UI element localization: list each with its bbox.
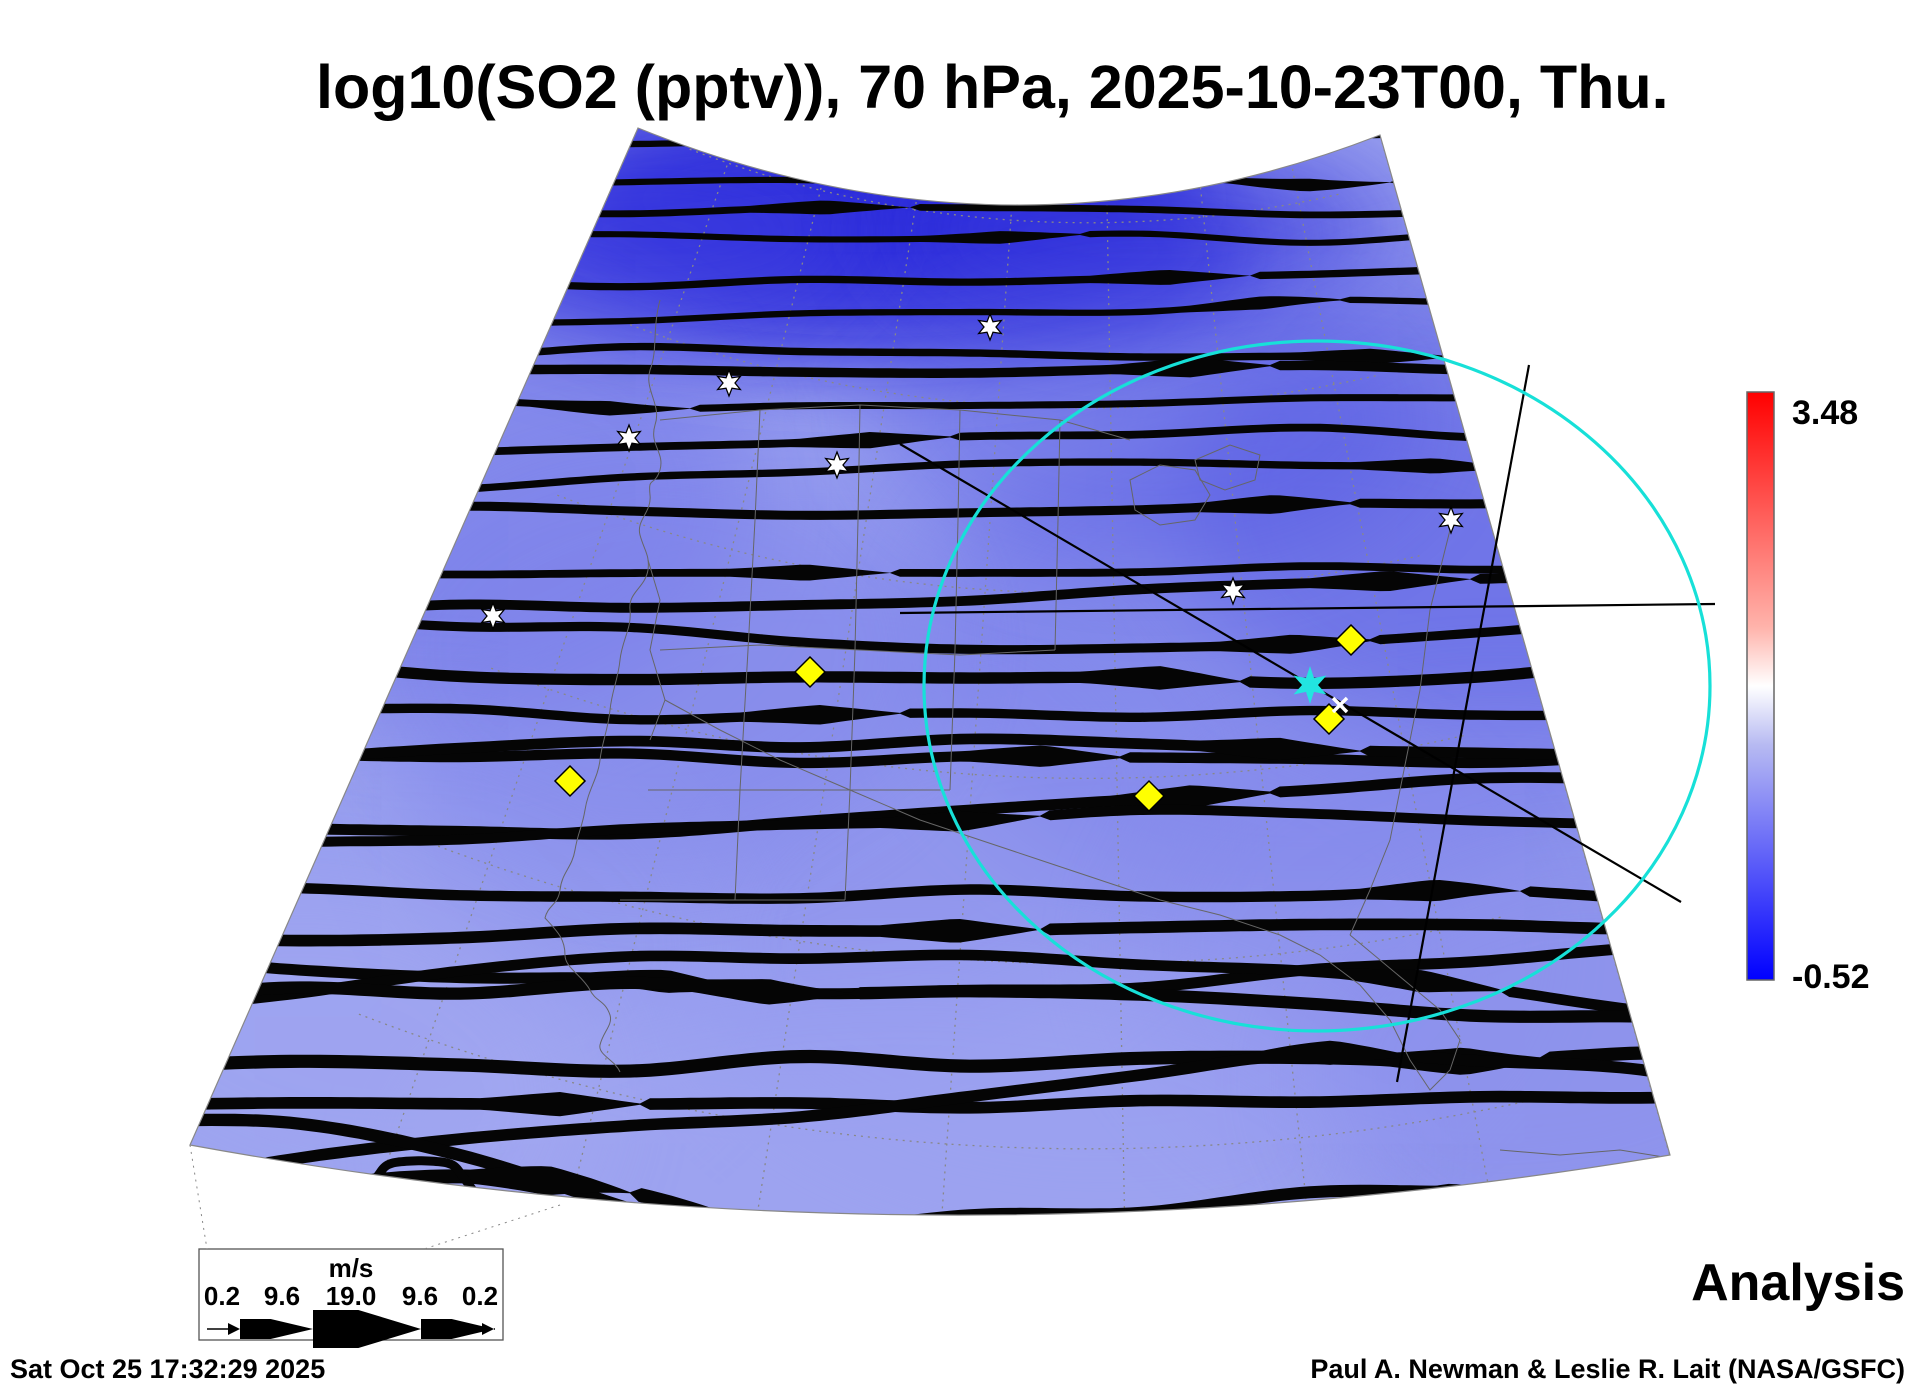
svg-text:-0.52: -0.52: [1792, 958, 1870, 996]
svg-text:Analysis: Analysis: [1691, 1254, 1905, 1312]
svg-text:0.2: 0.2: [204, 1281, 240, 1311]
svg-text:m/s: m/s: [329, 1253, 374, 1283]
svg-text:9.6: 9.6: [402, 1281, 438, 1311]
svg-text:3.48: 3.48: [1792, 394, 1858, 432]
svg-text:19.0: 19.0: [326, 1281, 377, 1311]
svg-text:Sat Oct 25 17:32:29 2025: Sat Oct 25 17:32:29 2025: [10, 1354, 325, 1384]
svg-text:0.2: 0.2: [462, 1281, 498, 1311]
svg-text:9.6: 9.6: [264, 1281, 300, 1311]
svg-text:log10(SO2 (pptv)), 70 hPa, 202: log10(SO2 (pptv)), 70 hPa, 2025-10-23T00…: [316, 53, 1669, 121]
svg-text:Paul A. Newman & Leslie R. Lai: Paul A. Newman & Leslie R. Lait (NASA/GS…: [1310, 1354, 1905, 1384]
